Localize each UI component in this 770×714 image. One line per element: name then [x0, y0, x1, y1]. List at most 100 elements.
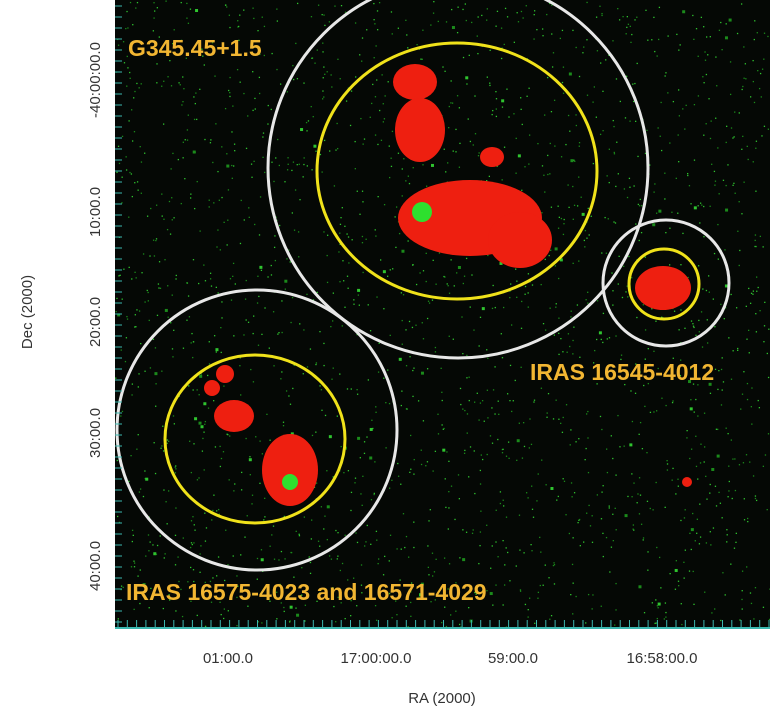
star	[674, 588, 677, 590]
star	[369, 116, 371, 118]
star	[342, 260, 344, 262]
blob	[395, 98, 445, 162]
star	[155, 405, 157, 407]
star	[435, 283, 437, 285]
star	[306, 366, 309, 368]
star	[373, 492, 375, 495]
star	[563, 480, 566, 482]
star	[226, 153, 228, 155]
star	[397, 462, 399, 465]
star	[337, 147, 339, 150]
star	[292, 161, 295, 163]
star	[208, 206, 210, 208]
star	[457, 6, 459, 8]
star	[302, 176, 304, 178]
star	[489, 82, 491, 84]
star	[471, 274, 473, 276]
star	[457, 265, 461, 269]
star	[189, 197, 192, 199]
star	[746, 398, 749, 401]
star	[366, 29, 368, 31]
star	[190, 600, 192, 602]
star	[256, 578, 258, 580]
star	[337, 596, 339, 599]
star	[592, 594, 594, 596]
star	[709, 492, 711, 494]
star	[154, 347, 157, 349]
star	[491, 442, 494, 444]
star	[144, 370, 146, 372]
star	[448, 507, 450, 509]
star	[633, 185, 635, 187]
star	[653, 191, 655, 193]
star	[148, 550, 150, 552]
star	[657, 367, 659, 370]
star	[655, 481, 657, 484]
star	[298, 535, 301, 537]
star	[274, 259, 277, 262]
star	[260, 269, 263, 272]
star	[509, 364, 512, 367]
star	[506, 16, 509, 18]
star	[338, 251, 340, 253]
x-tick-label: 16:58:00.0	[627, 650, 698, 667]
star	[156, 7, 158, 9]
star	[284, 279, 288, 283]
star	[353, 299, 355, 301]
star	[272, 311, 275, 313]
star	[401, 319, 403, 322]
star	[169, 59, 171, 62]
star	[516, 459, 518, 461]
star	[667, 92, 669, 94]
star	[161, 193, 163, 195]
star	[204, 420, 207, 423]
star	[647, 551, 649, 553]
star	[677, 580, 680, 582]
star	[481, 14, 483, 17]
star	[321, 98, 324, 100]
star	[626, 26, 628, 29]
star	[277, 333, 279, 335]
star	[126, 315, 128, 318]
star	[673, 310, 676, 312]
star	[116, 171, 118, 174]
star	[315, 482, 318, 484]
star	[621, 296, 624, 299]
star	[448, 126, 450, 129]
star	[667, 35, 669, 37]
star	[259, 440, 261, 442]
star	[163, 218, 165, 220]
star	[541, 459, 543, 461]
star	[623, 188, 626, 190]
star	[261, 16, 263, 18]
star	[283, 606, 285, 609]
star	[749, 461, 751, 463]
star	[583, 46, 585, 48]
star	[344, 534, 346, 536]
star	[330, 74, 332, 76]
star	[347, 579, 349, 581]
star	[506, 88, 508, 90]
star	[326, 71, 328, 73]
star	[162, 607, 164, 610]
star	[209, 142, 212, 144]
star	[617, 173, 619, 175]
star	[706, 319, 708, 321]
star	[586, 1, 588, 4]
star	[134, 326, 136, 328]
star	[578, 438, 580, 440]
star	[680, 309, 682, 311]
star	[550, 206, 553, 208]
star	[754, 20, 756, 22]
star	[162, 450, 165, 452]
star	[199, 230, 201, 232]
star	[313, 144, 317, 148]
star	[618, 255, 620, 258]
star	[340, 445, 342, 448]
star	[737, 230, 739, 232]
star	[658, 6, 661, 9]
star	[486, 389, 489, 391]
star	[715, 56, 717, 58]
star	[186, 282, 188, 284]
star	[567, 114, 570, 117]
